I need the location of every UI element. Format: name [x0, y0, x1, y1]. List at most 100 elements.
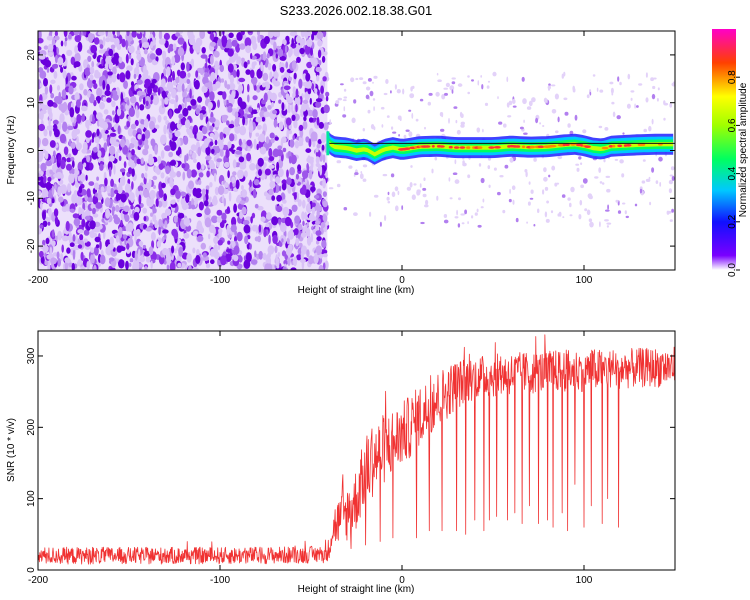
noise-speck [128, 107, 135, 117]
scatter-speck [668, 179, 674, 185]
scatter-speck [619, 159, 624, 164]
noise-speck [119, 72, 126, 83]
noise-speck [174, 248, 177, 254]
noise-speck [191, 198, 195, 207]
scatter-speck [428, 92, 433, 96]
noise-speck [307, 87, 312, 95]
noise-speck [249, 243, 252, 250]
scatter-speck [535, 117, 539, 124]
noise-speck [126, 243, 130, 250]
noise-speck [74, 45, 78, 54]
noise-speck [41, 137, 49, 147]
noise-speck [67, 183, 71, 193]
noise-speck [196, 131, 204, 141]
noise-speck [303, 116, 307, 122]
noise-speck [223, 161, 230, 168]
noise-speck [105, 37, 111, 43]
noise-speck [279, 66, 285, 73]
noise-speck [310, 233, 314, 243]
noise-speck [211, 215, 218, 224]
noise-speck [268, 188, 274, 196]
noise-speck [306, 61, 313, 69]
noise-speck [262, 51, 267, 62]
noise-speck [231, 39, 238, 47]
noise-speck [240, 31, 245, 36]
noise-speck [190, 169, 197, 178]
noise-speck [161, 90, 167, 98]
scatter-speck [408, 109, 412, 112]
noise-speck [227, 240, 231, 245]
noise-speck [286, 128, 290, 139]
scatter-speck [390, 90, 392, 94]
noise-speck [234, 236, 237, 243]
spectrogram-y-label: Frequency (Hz) [6, 116, 17, 185]
scatter-speck [602, 182, 605, 185]
signal-peak [537, 145, 545, 149]
scatter-speck [645, 178, 651, 182]
scatter-speck [645, 97, 649, 103]
noise-speck [110, 33, 114, 43]
noise-speck [195, 37, 203, 47]
scatter-speck [548, 83, 551, 86]
noise-speck [228, 94, 232, 100]
noise-speck [69, 208, 75, 213]
noise-speck [96, 128, 100, 137]
noise-speck [278, 242, 283, 247]
scatter-speck [508, 100, 513, 106]
noise-speck [297, 164, 302, 172]
noise-speck [163, 32, 170, 41]
scatter-speck [381, 124, 384, 128]
noise-speck [76, 135, 79, 146]
noise-speck [129, 258, 134, 263]
noise-speck [187, 84, 190, 93]
noise-speck [306, 222, 310, 227]
scatter-speck [561, 194, 566, 198]
noise-speck [181, 163, 186, 169]
scatter-speck [482, 128, 484, 133]
noise-speck [86, 79, 94, 89]
noise-speck [72, 234, 76, 242]
noise-speck [121, 38, 126, 48]
scatter-speck [580, 162, 583, 165]
noise-speck [281, 179, 287, 184]
noise-speck [239, 200, 246, 205]
noise-speck [144, 143, 150, 150]
scatter-speck [576, 167, 580, 172]
noise-speck [276, 194, 282, 202]
noise-speck [135, 62, 140, 69]
noise-speck [46, 125, 54, 131]
scatter-speck [533, 223, 536, 227]
noise-speck [270, 101, 275, 108]
noise-speck [99, 240, 102, 250]
noise-speck [54, 31, 59, 37]
noise-speck [69, 107, 75, 118]
noise-speck [325, 211, 329, 216]
noise-speck [94, 71, 101, 79]
noise-speck [53, 103, 58, 108]
noise-speck [210, 54, 214, 65]
noise-speck [201, 85, 208, 93]
noise-speck [131, 181, 134, 190]
noise-speck [126, 65, 133, 72]
scatter-speck [586, 94, 590, 99]
noise-speck [236, 69, 240, 78]
scatter-speck [460, 121, 465, 126]
scatter-speck [567, 123, 571, 128]
noise-speck [42, 239, 46, 246]
noise-speck [140, 119, 145, 125]
noise-speck [180, 62, 185, 71]
scatter-speck [382, 173, 388, 177]
noise-speck [216, 158, 223, 163]
scatter-speck [503, 123, 507, 128]
noise-speck [186, 253, 192, 263]
snr-x-label: Height of straight line (km) [298, 584, 415, 595]
noise-speck [71, 160, 75, 168]
noise-speck [281, 238, 284, 243]
scatter-speck [634, 103, 636, 109]
noise-speck [128, 45, 135, 54]
noise-speck [259, 110, 266, 119]
scatter-speck [454, 216, 459, 219]
scatter-speck [342, 99, 347, 102]
noise-speck [184, 119, 191, 129]
noise-speck [94, 136, 100, 144]
